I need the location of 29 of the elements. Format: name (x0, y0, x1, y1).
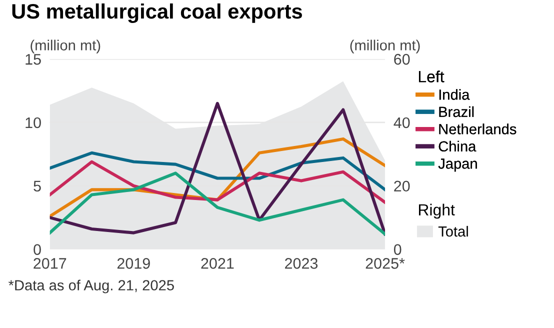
y-tick-label: 10 (26, 117, 41, 128)
line-series (50, 160, 386, 204)
x-tick-label: 2017 (34, 258, 66, 269)
legend-label: Total (438, 226, 468, 237)
y-tick-label: 5 (34, 180, 41, 192)
y-axis-title: (million mt) (30, 40, 100, 54)
legend-label: Netherlands (439, 124, 516, 134)
line-series (50, 151, 386, 192)
y2-tick-label: 0 (394, 244, 402, 255)
legend-label: India (439, 89, 470, 100)
x-tick-label: 2023 (285, 258, 318, 269)
x-tick-label: 2021 (201, 258, 234, 269)
x-tick-label: 2025* (366, 258, 405, 269)
text: Left (418, 70, 444, 82)
y2-axis-title: (million mt) (350, 40, 420, 54)
y-tick-label: 15 (26, 54, 41, 65)
text: Right (418, 204, 455, 219)
legend-label: Brazil (439, 106, 474, 118)
x-tick-label: 2019 (117, 258, 150, 269)
y2-tick-label: 60 (394, 54, 410, 65)
text: *Data as of Aug. 21, 2025 (8, 280, 174, 294)
line-series (50, 102, 386, 236)
y2-tick-label: 20 (394, 180, 410, 192)
y2-tick-label: 40 (394, 117, 410, 128)
legend-label: Japan (438, 158, 477, 172)
line-series (50, 172, 386, 236)
chart-title: US metallurgical coal exports (12, 3, 302, 23)
legend-label: China (438, 140, 476, 152)
y-tick-label: 0 (34, 244, 41, 255)
